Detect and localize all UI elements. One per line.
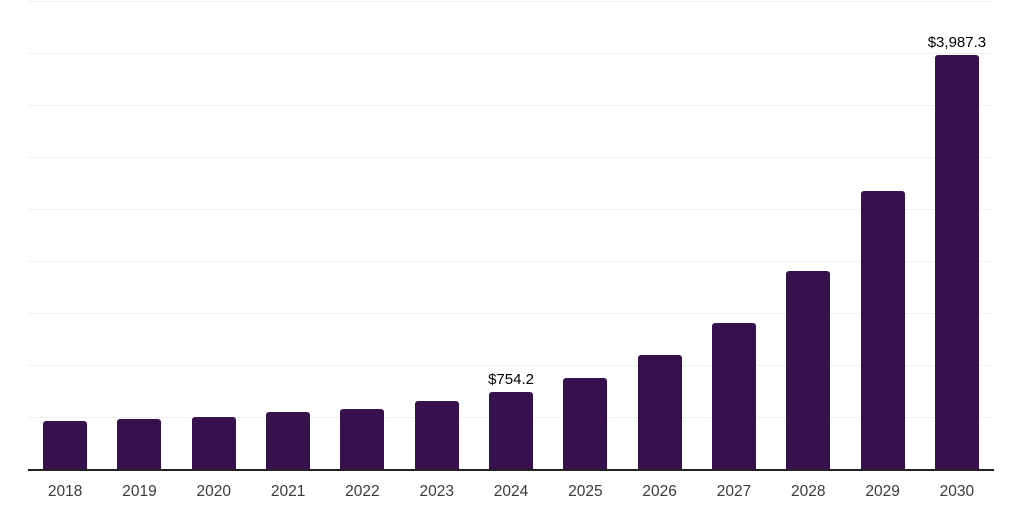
bar-2027 <box>711 322 756 470</box>
bar-slot-2024: $754.2 <box>474 2 548 470</box>
gridline-4000 <box>28 53 994 54</box>
data-label-2030: $3,987.3 <box>927 34 987 52</box>
x-axis-labels: 2018 2019 2020 2021 2022 2023 2024 2025 2026 2027… <box>28 482 994 502</box>
bar-slot-2018 <box>28 2 102 470</box>
x-tick-label-2030: 2030 <box>939 483 975 500</box>
x-tick-label-2026: 2026 <box>642 483 677 500</box>
bar-2030 <box>934 55 979 470</box>
bar-slot-2022 <box>325 2 399 470</box>
bar-slot-2027 <box>697 2 771 470</box>
bar-slot-2030: $3,987.3 <box>920 2 994 470</box>
bar-2023 <box>414 401 459 470</box>
bar-2025 <box>563 377 608 470</box>
data-label-2024: $754.2 <box>488 370 534 388</box>
gridline-4500 <box>28 1 994 2</box>
x-tick-label-2021: 2021 <box>270 483 306 500</box>
bar-slot-2021 <box>251 2 325 470</box>
bar-2022 <box>340 409 385 470</box>
bar-2018 <box>43 421 88 470</box>
gridline-1000 <box>28 365 994 366</box>
bar-2020 <box>191 416 236 470</box>
gridline-3500 <box>28 105 994 106</box>
x-tick-label-2020: 2020 <box>196 483 232 500</box>
x-tick-label-2029: 2029 <box>865 483 900 500</box>
bar-2028 <box>786 270 831 470</box>
bar-slot-2026 <box>623 2 697 470</box>
x-tick-label-2027: 2027 <box>716 483 752 500</box>
bar-slot-2023 <box>400 2 474 470</box>
bar-2029 <box>860 190 905 470</box>
bar-slot-2019 <box>102 2 176 470</box>
x-tick-label-2028: 2028 <box>791 483 826 500</box>
bar-2021 <box>266 411 311 470</box>
x-tick-label-2023: 2023 <box>419 483 454 500</box>
bar-slot-2029 <box>845 2 919 470</box>
x-tick-label-2024: 2024 <box>493 483 529 500</box>
x-tick-label-2019: 2019 <box>122 483 157 500</box>
bar-2024 <box>489 391 534 470</box>
bar-slot-2028 <box>771 2 845 470</box>
x-axis-line <box>28 469 994 471</box>
gridline-1500 <box>28 313 994 314</box>
bar-slot-2020 <box>177 2 251 470</box>
x-tick-label-2018: 2018 <box>47 483 83 500</box>
bar-slot-2025 <box>548 2 622 470</box>
gridline-2500 <box>28 209 994 210</box>
bars-row: $754.2 $3,987.3 <box>28 2 994 470</box>
gridline-3000 <box>28 157 994 158</box>
bar-2026 <box>637 355 682 470</box>
bar-2019 <box>117 419 162 470</box>
gridline-2000 <box>28 261 994 262</box>
x-tick-label-2025: 2025 <box>568 483 603 500</box>
plot-area: $754.2 $3,987.3 <box>28 1 994 471</box>
x-tick-label-2022: 2022 <box>345 483 380 500</box>
